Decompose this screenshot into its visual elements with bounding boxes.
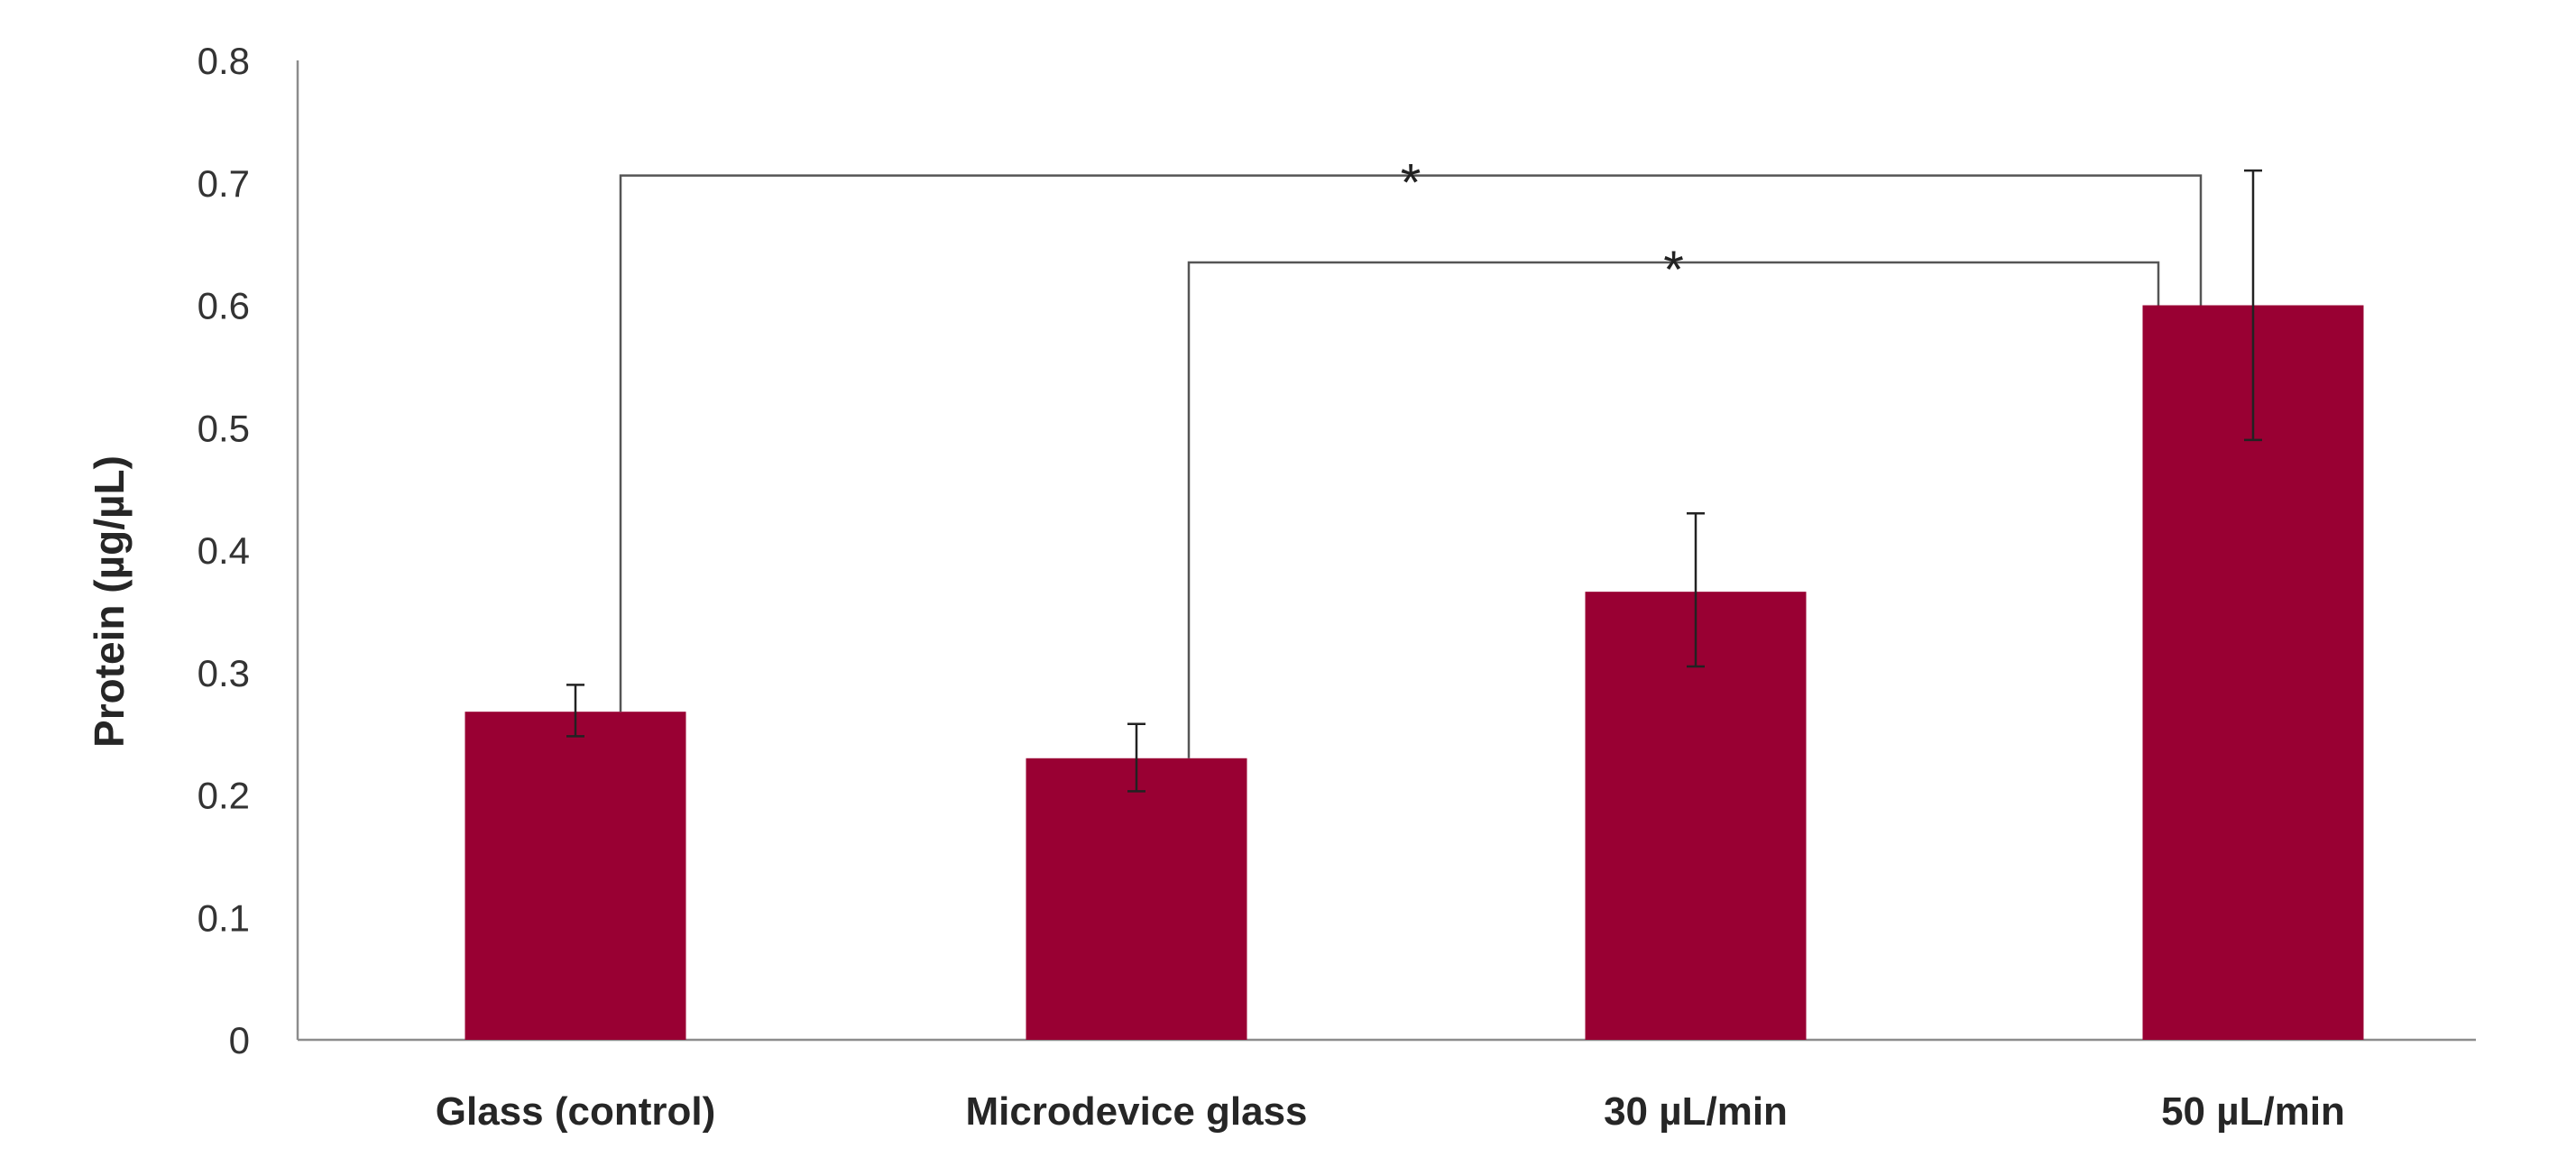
bar (465, 712, 686, 1040)
y-tick-label: 0.5 (198, 407, 250, 449)
y-tick-label: 0.4 (198, 529, 250, 572)
bar (1026, 758, 1247, 1040)
x-category-label: 50 µL/min (2161, 1089, 2345, 1134)
error-bar (1687, 512, 1705, 668)
y-tick-label: 0.2 (198, 775, 250, 817)
significance-group: ** (619, 154, 2203, 758)
y-tick-label: 0 (229, 1019, 250, 1061)
significance-star: * (1663, 241, 1684, 299)
error-bars-group (566, 169, 2262, 793)
bars-group (465, 305, 2364, 1040)
x-category-label: Microdevice glass (965, 1089, 1307, 1134)
error-bar (1127, 722, 1145, 793)
error-bar (566, 684, 584, 738)
significance-bracket: * (1187, 241, 2160, 758)
y-tick-label: 0.7 (198, 162, 250, 205)
significance-bracket: * (619, 154, 2203, 712)
significance-star: * (1401, 154, 1421, 213)
y-tick-label: 0.1 (198, 896, 250, 939)
x-category-label: 30 µL/min (1604, 1089, 1788, 1134)
y-tick-label: 0.3 (198, 652, 250, 694)
y-axis-title: Protein (µg/µL) (86, 455, 133, 748)
y-tick-label: 0.6 (198, 285, 250, 327)
y-tick-label: 0.8 (198, 40, 250, 82)
x-category-label: Glass (control) (436, 1089, 716, 1134)
labels-group: 0 0.1 0.2 0.3 0.4 0.5 0.6 0.7 0.8 Glass (control)… (198, 40, 2345, 1134)
error-bar (2244, 169, 2262, 442)
